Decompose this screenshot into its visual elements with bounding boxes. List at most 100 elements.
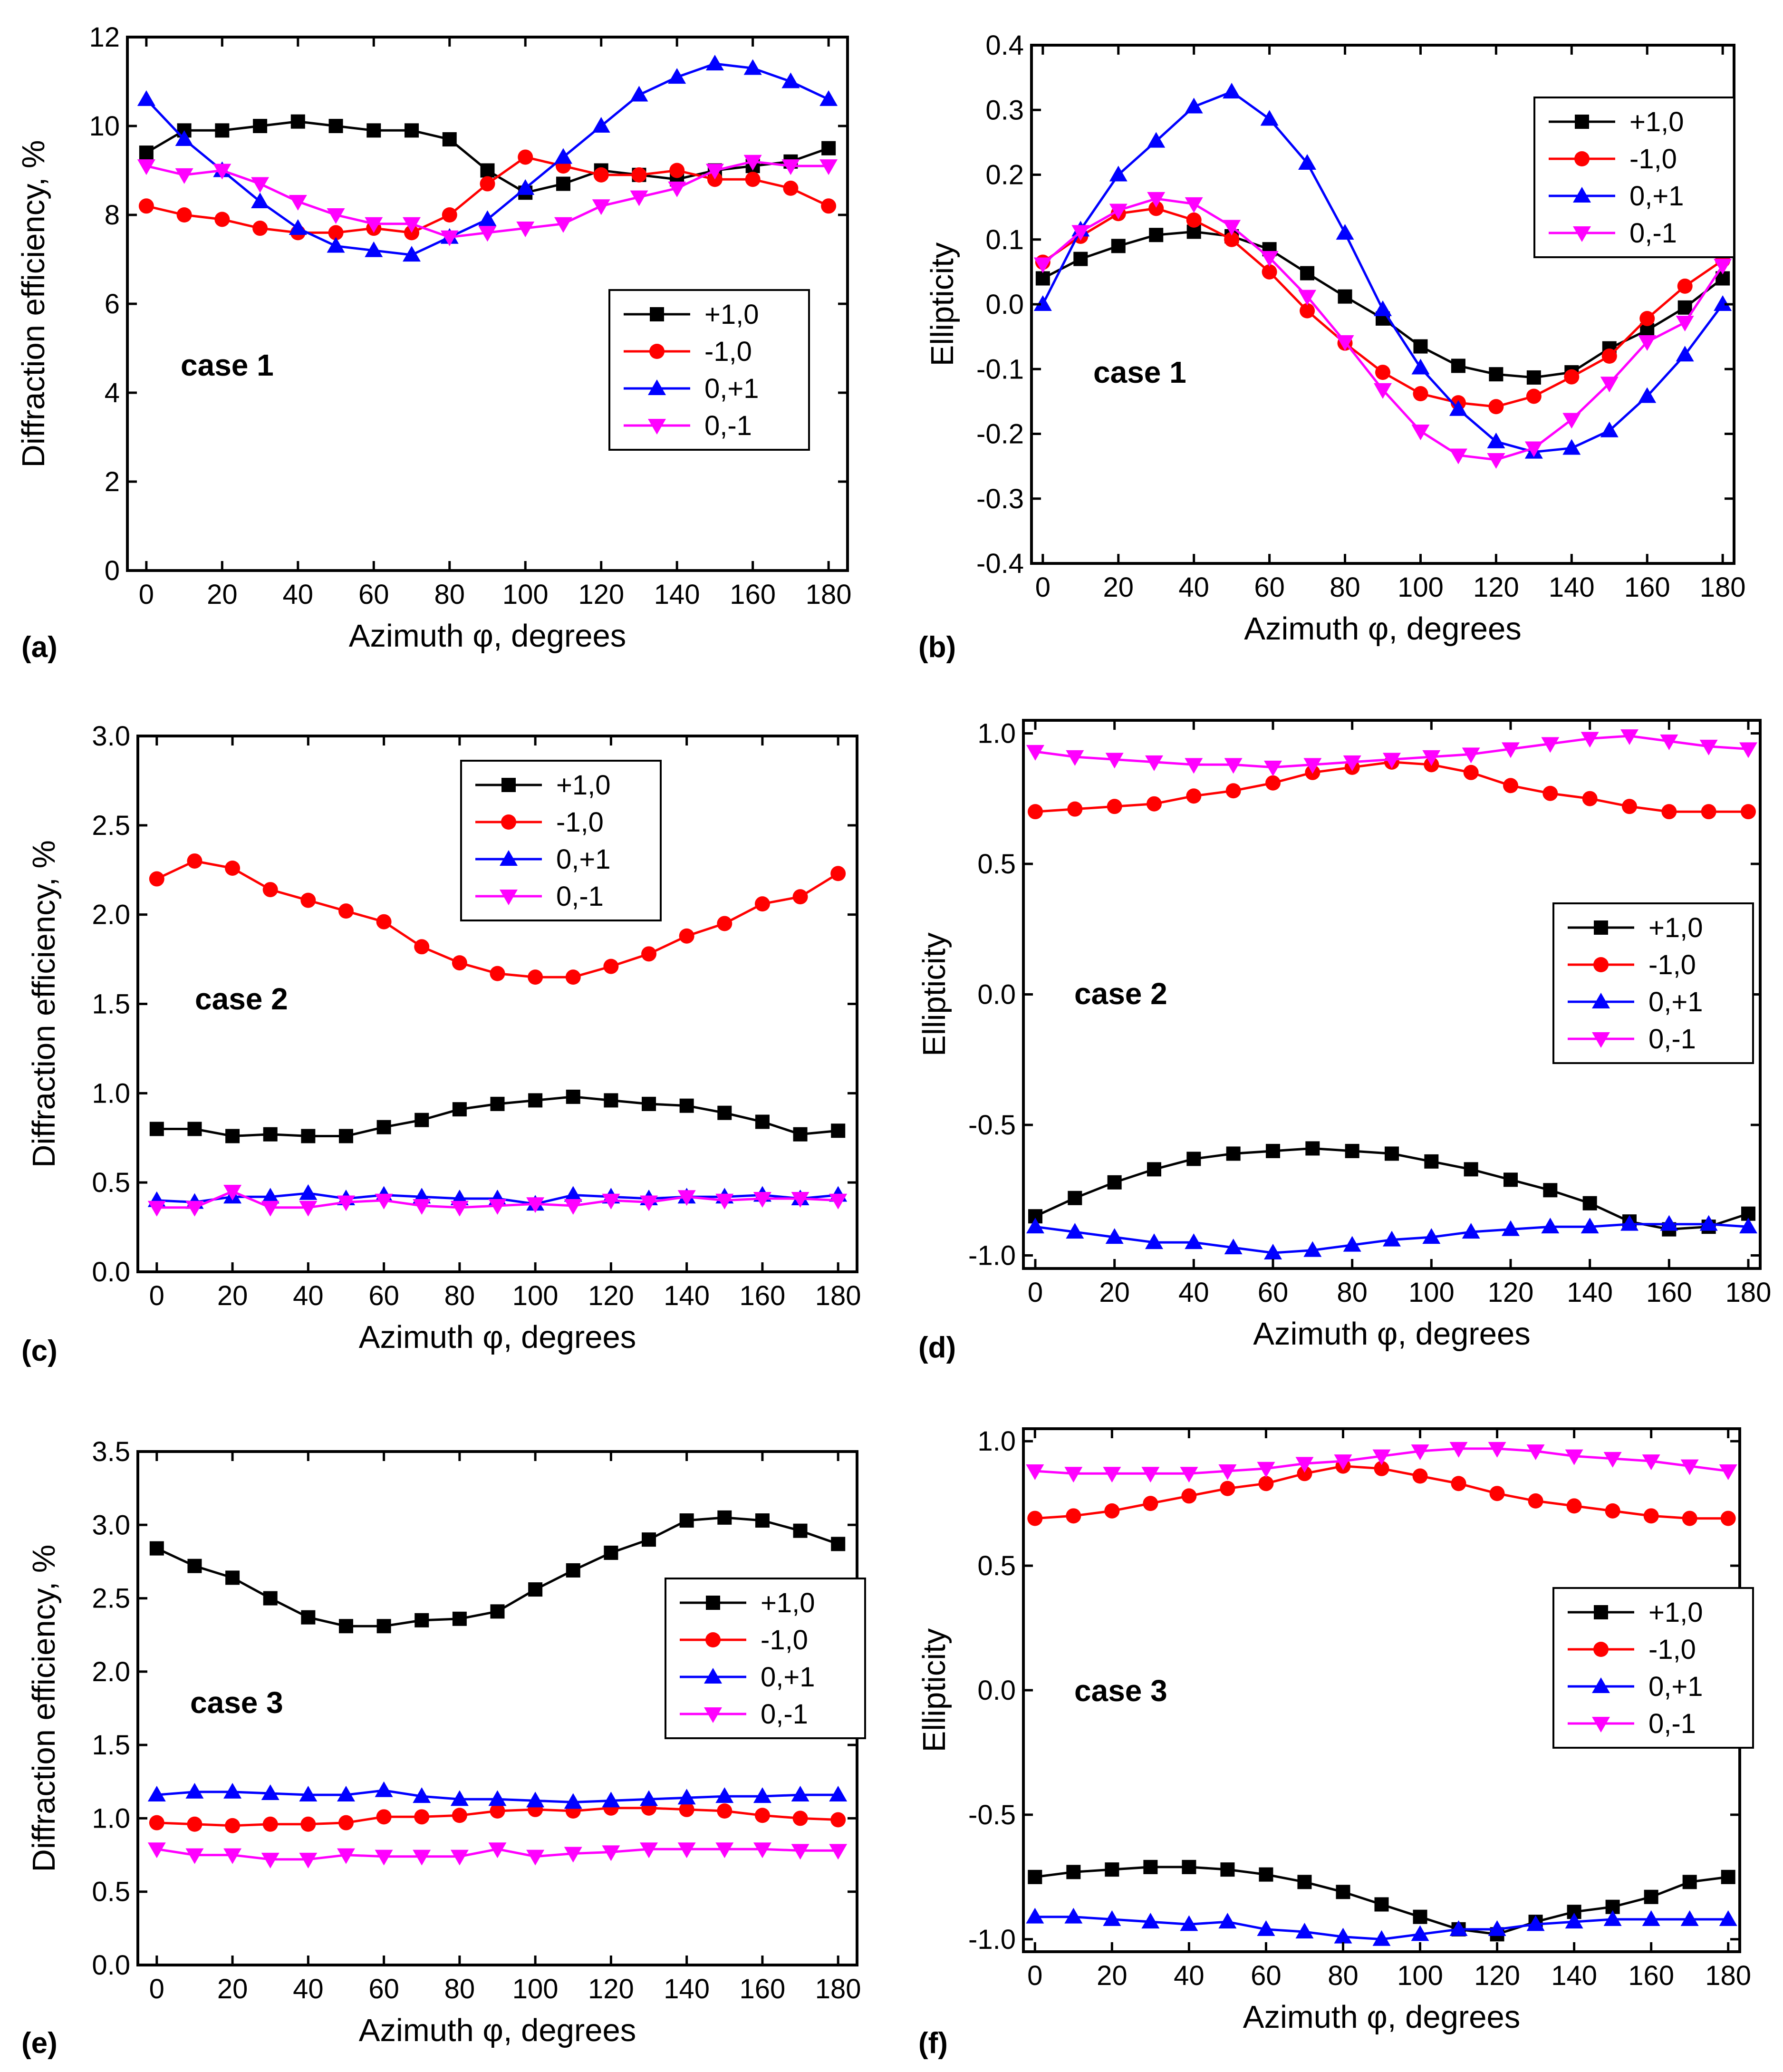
data-point-e-2-4 [299,1786,318,1802]
data-point-c-1-3 [262,882,278,898]
x-tick-label-e-2: 40 [293,1974,324,2004]
y-tick-label-d-0: -1.0 [968,1240,1016,1271]
data-point-e-0-3 [263,1591,278,1606]
data-point-e-3-6 [375,1849,393,1866]
data-point-f-1-9 [1374,1461,1389,1476]
data-point-a-2-7 [403,246,421,262]
x-tick-label-d-5: 100 [1408,1277,1455,1308]
data-point-d-2-4 [1185,1233,1203,1249]
data-point-e-2-0 [147,1786,166,1802]
data-point-e-0-9 [490,1604,505,1619]
y-tick-label-f-4: 1.0 [977,1426,1016,1457]
data-point-f-3-14 [1565,1449,1583,1465]
data-point-e-0-12 [604,1545,618,1560]
chart-panel-f: 0 20 40 60 80 100 120 140 160 180 -1.0 -0.5 0.0 0.5 1.… [916,1426,1754,2060]
data-point-b-3-18 [1714,259,1732,275]
legend-marker-c-2 [500,850,518,866]
data-point-a-2-5 [327,237,345,253]
data-point-a-2-1 [175,130,193,146]
data-point-d-3-4 [1185,758,1203,774]
data-point-f-0-6 [1259,1867,1273,1882]
y-tick-label-b-2: -0.2 [976,419,1024,450]
panel-label-c: (c) [21,1335,58,1367]
data-point-e-3-4 [299,1852,318,1869]
data-point-f-0-9 [1374,1897,1389,1912]
x-tick-label-e-3: 60 [368,1974,399,2004]
legend-marker-b-2 [1573,187,1591,203]
data-point-a-2-11 [554,148,572,164]
data-point-c-3-7 [413,1199,431,1215]
y-tick-label-e-1: 0.5 [92,1877,130,1907]
x-tick-label-c-9: 180 [815,1280,861,1311]
data-point-e-2-8 [450,1790,469,1806]
data-point-e-1-7 [414,1809,430,1825]
data-point-a-0-11 [556,176,570,191]
data-point-e-3-3 [261,1852,279,1869]
data-point-e-0-13 [642,1532,656,1547]
data-point-b-3-0 [1033,257,1052,273]
data-point-d-3-7 [1303,758,1322,774]
x-tick-label-a-7: 140 [654,579,700,610]
y-tick-label-a-6: 12 [89,22,120,53]
data-point-a-1-1 [176,207,192,223]
data-point-e-3-16 [753,1842,771,1859]
legend-a: +1,0 -1,0 0,+1 0,-1 [608,289,810,451]
data-point-a-2-17 [781,72,800,88]
data-point-d-3-13 [1541,737,1560,753]
y-tick-label-e-3: 1.5 [92,1730,130,1761]
data-point-a-0-3 [253,119,268,133]
x-tick-label-a-5: 100 [502,579,549,610]
data-point-e-3-2 [223,1848,242,1864]
legend-label-b-3: 0,-1 [1629,218,1677,249]
y-tick-label-e-2: 1.0 [92,1803,130,1834]
data-point-b-3-6 [1260,251,1279,267]
data-point-e-3-11 [564,1847,582,1863]
data-point-a-2-16 [743,59,762,75]
legend-marker-c-0 [501,778,516,792]
data-point-b-2-16 [1638,387,1657,403]
data-point-c-1-2 [225,860,241,876]
data-point-e-2-13 [640,1790,658,1806]
x-tick-label-e-6: 120 [588,1974,634,2004]
data-point-d-0-11 [1464,1162,1478,1177]
data-point-e-0-15 [717,1510,732,1525]
legend-box-a [608,289,810,451]
data-point-b-2-8 [1336,224,1354,240]
x-tick-label-b-7: 140 [1549,572,1595,603]
data-point-d-2-9 [1383,1230,1401,1247]
legend-marker-e-3 [704,1707,722,1723]
data-point-a-3-16 [743,155,762,171]
data-point-b-3-14 [1562,413,1581,429]
data-point-d-0-9 [1385,1146,1399,1161]
y-tick-label-f-3: 0.5 [977,1550,1016,1581]
data-point-e-1-8 [452,1808,467,1823]
legend-label-d-0: +1,0 [1648,912,1703,943]
y-tick-label-a-1: 2 [105,466,120,497]
data-point-b-2-14 [1562,439,1581,455]
data-point-d-1-4 [1186,788,1202,804]
x-tick-label-e-4: 80 [444,1974,475,2004]
legend-marker-a-3 [648,419,666,435]
data-point-b-3-4 [1185,197,1203,213]
data-point-f-1-14 [1566,1498,1582,1514]
y-axis-title-d: Ellipticity [916,932,952,1056]
x-tick-label-b-5: 100 [1397,572,1444,603]
legend-label-d-2: 0,+1 [1648,987,1703,1017]
legend-label-c-3: 0,-1 [556,881,604,912]
x-axis-title-c: Azimuth φ, degrees [359,1319,636,1355]
data-point-e-2-5 [337,1786,355,1802]
y-tick-label-d-2: 0.0 [977,979,1016,1010]
data-point-d-2-10 [1422,1228,1441,1244]
data-point-f-0-7 [1297,1875,1312,1889]
data-point-d-3-17 [1699,739,1718,755]
data-point-a-3-1 [175,168,193,184]
data-point-c-1-11 [565,969,581,985]
data-point-f-3-8 [1334,1454,1352,1471]
legend-e: +1,0 -1,0 0,+1 0,-1 [665,1578,866,1739]
x-tick-label-d-4: 80 [1337,1277,1368,1308]
data-point-f-3-4 [1180,1467,1198,1483]
data-point-b-2-7 [1298,154,1317,170]
y-tick-label-f-2: 0.0 [977,1675,1016,1706]
legend-box-b [1533,97,1735,258]
data-point-f-0-17 [1682,1875,1697,1889]
